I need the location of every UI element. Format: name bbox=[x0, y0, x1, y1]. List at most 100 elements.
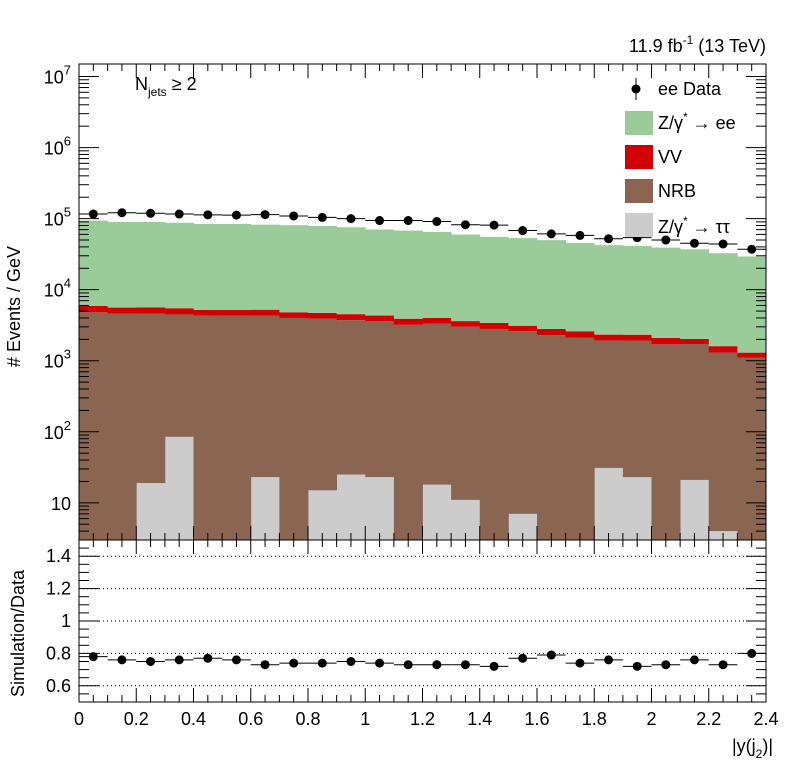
legend-ztautau-label: Z/γ* → ττ bbox=[658, 214, 730, 237]
ratio-point-1 bbox=[117, 655, 127, 665]
data-point-7 bbox=[289, 211, 299, 221]
bar-zee-12 bbox=[422, 231, 452, 318]
bar-nrb-21 bbox=[680, 343, 710, 480]
bar-zee-7 bbox=[279, 225, 309, 313]
bar-nrb-5 bbox=[222, 315, 252, 540]
bar-nrb-0 bbox=[79, 312, 109, 540]
bar-nrb-15 bbox=[508, 331, 538, 514]
bar-vv-20 bbox=[651, 337, 681, 345]
bar-nrb-20 bbox=[651, 344, 681, 540]
data-point-13 bbox=[460, 220, 470, 230]
main-ytick-label-5: 105 bbox=[44, 205, 71, 230]
main-ylabel: # Events / GeV bbox=[4, 246, 24, 367]
bar-z-18 bbox=[594, 467, 624, 540]
bar-nrb-10 bbox=[365, 321, 395, 478]
bar-z-9 bbox=[336, 474, 366, 540]
bar-zee-22 bbox=[708, 253, 738, 347]
legend-zee-label: Z/γ* → ee bbox=[658, 110, 736, 133]
xtick-label-5: 1 bbox=[360, 709, 370, 729]
xtick-label-3: 0.6 bbox=[238, 709, 263, 729]
bar-vv-11 bbox=[393, 318, 423, 325]
ratio-ytick-label-0: 0.6 bbox=[46, 676, 71, 696]
bar-z-21 bbox=[680, 479, 710, 540]
xtick-label-7: 1.4 bbox=[467, 709, 492, 729]
bar-vv-10 bbox=[365, 315, 395, 322]
data-point-9 bbox=[346, 214, 356, 224]
ratio-point-0 bbox=[88, 652, 98, 662]
bar-nrb-17 bbox=[565, 337, 595, 540]
data-point-1 bbox=[117, 208, 127, 218]
xlabel: |y(j2)| bbox=[732, 736, 773, 761]
bar-nrb-18 bbox=[594, 340, 624, 468]
legend-ztautau-swatch bbox=[625, 213, 653, 237]
legend-zee-swatch bbox=[625, 111, 653, 135]
bar-nrb-9 bbox=[336, 320, 366, 475]
ratio-point-2 bbox=[146, 657, 156, 666]
bar-nrb-22 bbox=[708, 352, 738, 532]
xtick-label-6: 1.2 bbox=[410, 709, 435, 729]
main-ytick-label-3: 103 bbox=[44, 347, 71, 372]
ratio-point-20 bbox=[661, 660, 671, 670]
legend-nrb-swatch bbox=[625, 179, 653, 203]
bar-zee-15 bbox=[508, 238, 538, 326]
xtick-label-12: 2.4 bbox=[753, 709, 778, 729]
legend-entry-nrb: NRB bbox=[625, 179, 696, 203]
bar-vv-1 bbox=[107, 307, 137, 314]
ratio-point-11 bbox=[403, 660, 413, 670]
legend-nrb-label: NRB bbox=[658, 181, 696, 201]
njets-symbol: N bbox=[135, 74, 148, 94]
xtick-label-9: 1.8 bbox=[582, 709, 607, 729]
bar-zee-13 bbox=[451, 234, 481, 322]
legend: ee Data Z/γ* → ee VV NRB Z/γ* → ττ bbox=[625, 78, 736, 237]
main-ytick-label-1: 10 bbox=[51, 494, 71, 514]
bar-nrb-13 bbox=[451, 326, 481, 500]
main-ytick-label-2: 102 bbox=[44, 418, 71, 443]
bar-nrb-8 bbox=[308, 318, 338, 491]
ratio-point-8 bbox=[317, 658, 327, 668]
ratio-grid bbox=[79, 555, 766, 687]
ratio-point-17 bbox=[575, 658, 585, 668]
legend-entry-vv: VV bbox=[625, 145, 682, 169]
lumi-text: 11.9 fb bbox=[629, 36, 683, 56]
legend-data-label: ee Data bbox=[658, 79, 722, 99]
xtick-label-2: 0.4 bbox=[181, 709, 206, 729]
bar-zee-5 bbox=[222, 223, 252, 310]
main-ytick-label-7: 107 bbox=[44, 63, 71, 88]
ratio-point-4 bbox=[203, 653, 213, 663]
ratio-point-14 bbox=[489, 661, 499, 671]
bar-nrb-2 bbox=[136, 313, 166, 484]
bar-zee-16 bbox=[537, 240, 567, 329]
bar-nrb-19 bbox=[622, 340, 652, 478]
bar-nrb-16 bbox=[537, 335, 567, 540]
xtick-label-0: 0 bbox=[74, 709, 84, 729]
bar-vv-6 bbox=[250, 309, 280, 316]
ratio-ytick-label-2: 1 bbox=[61, 611, 71, 631]
bar-nrb-23 bbox=[737, 357, 767, 540]
data-point-18 bbox=[604, 234, 614, 244]
data-point-11 bbox=[403, 216, 413, 226]
data-point-6 bbox=[260, 210, 270, 220]
legend-entry-data: ee Data bbox=[631, 78, 722, 100]
bar-z-12 bbox=[422, 484, 452, 540]
data-point-0 bbox=[88, 209, 98, 219]
bar-zee-2 bbox=[136, 222, 166, 308]
bar-z-2 bbox=[136, 483, 166, 540]
data-point-10 bbox=[375, 216, 385, 226]
bar-vv-13 bbox=[451, 321, 481, 327]
ratio-point-15 bbox=[518, 653, 528, 663]
bar-zee-1 bbox=[107, 222, 137, 308]
bar-vv-12 bbox=[422, 317, 452, 324]
ratio-ylabel: Simulation/Data bbox=[8, 569, 28, 697]
bar-vv-15 bbox=[508, 325, 538, 332]
data-point-4 bbox=[203, 210, 213, 220]
bar-zee-11 bbox=[393, 230, 423, 319]
njets-subscript: jets bbox=[147, 85, 167, 99]
bar-zee-14 bbox=[479, 236, 509, 323]
bar-nrb-6 bbox=[250, 315, 280, 478]
ratio-point-3 bbox=[174, 655, 184, 665]
bar-nrb-4 bbox=[193, 315, 223, 540]
bar-vv-3 bbox=[164, 308, 194, 315]
legend-entry-zee: Z/γ* → ee bbox=[625, 110, 736, 135]
main-ytick-label-6: 106 bbox=[44, 134, 71, 159]
bar-vv-9 bbox=[336, 314, 366, 321]
